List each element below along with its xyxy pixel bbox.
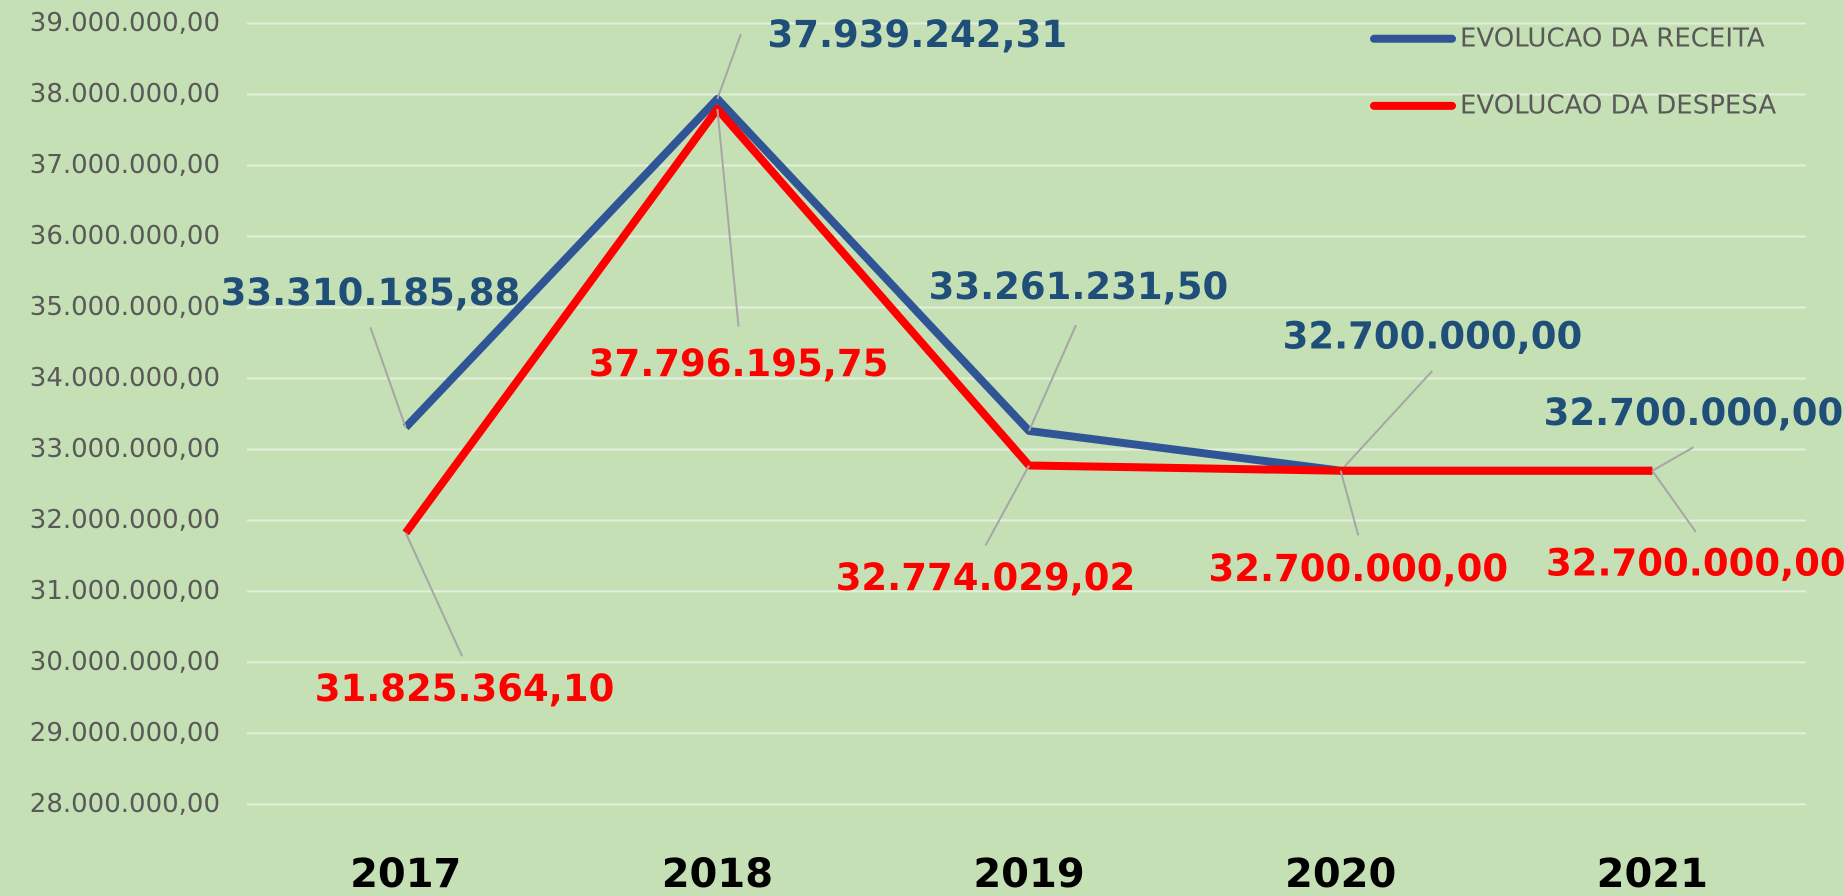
data-label: 31.825.364,10 [315, 667, 615, 710]
x-tick-label: 2021 [1597, 851, 1708, 896]
y-tick-label: 31.000.000,00 [30, 576, 220, 606]
data-label: 32.774.029,02 [836, 556, 1136, 599]
leader-line [404, 532, 464, 657]
leader-line [1028, 324, 1077, 432]
leader-line [984, 465, 1030, 546]
y-tick-label: 35.000.000,00 [30, 292, 220, 322]
x-tick-label: 2020 [1285, 851, 1396, 896]
series-line [402, 104, 1653, 536]
data-label: 32.700.000,00 [1544, 391, 1844, 434]
y-tick-label: 39.000.000,00 [30, 8, 220, 38]
y-tick-label: 33.000.000,00 [30, 434, 220, 464]
y-tick-label: 28.000.000,00 [30, 789, 220, 819]
leader-line [716, 108, 740, 327]
leader-line [716, 33, 742, 100]
leader-line [1651, 470, 1697, 533]
data-label: 32.700.000,00 [1208, 547, 1508, 590]
leader-line [1339, 370, 1434, 472]
y-tick-label: 29.000.000,00 [30, 718, 220, 748]
y-tick-label: 37.000.000,00 [30, 150, 220, 180]
leader-line [1339, 470, 1360, 536]
leader-line [1651, 446, 1694, 472]
data-label: 33.310.185,88 [221, 271, 521, 314]
data-label: 32.700.000,00 [1546, 541, 1844, 584]
data-label: 32.700.000,00 [1283, 314, 1583, 357]
y-tick-label: 34.000.000,00 [30, 363, 220, 393]
y-tick-label: 30.000.000,00 [30, 647, 220, 677]
data-label: 37.939.242,31 [767, 13, 1067, 56]
x-tick-label: 2019 [973, 851, 1084, 896]
legend-label: EVOLUCAO DA RECEITA [1460, 23, 1765, 53]
y-tick-label: 36.000.000,00 [30, 221, 220, 251]
legend-label: EVOLUCAO DA DESPESA [1460, 90, 1776, 120]
y-tick-label: 38.000.000,00 [30, 79, 220, 109]
x-tick-label: 2018 [662, 851, 773, 896]
data-label: 33.261.231,50 [929, 265, 1229, 308]
data-label: 37.796.195,75 [589, 342, 889, 385]
leader-line [369, 327, 407, 428]
x-tick-label: 2017 [350, 851, 461, 896]
y-tick-label: 32.000.000,00 [30, 505, 220, 535]
